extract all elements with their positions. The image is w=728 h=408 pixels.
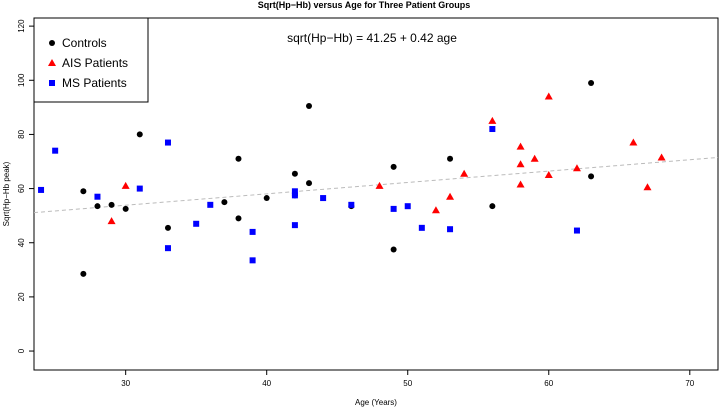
data-point <box>80 188 87 195</box>
series-ms-patients <box>38 126 580 264</box>
data-point <box>94 193 101 200</box>
data-point <box>375 181 384 189</box>
data-point <box>306 180 313 187</box>
data-point <box>52 147 59 154</box>
data-point <box>418 224 425 231</box>
x-tick-label: 70 <box>685 379 694 388</box>
data-point <box>249 257 256 264</box>
y-tick-label: 120 <box>17 19 26 33</box>
axes-layer: 30 40 50 60 70 0 20 40 60 80 100 120 <box>17 19 695 388</box>
data-point <box>544 171 553 179</box>
data-point <box>136 185 143 192</box>
legend-items: Controls AIS Patients MS Patients <box>48 36 128 90</box>
data-point <box>38 186 45 193</box>
legend-label: MS Patients <box>62 76 127 90</box>
legend-marker <box>49 40 55 46</box>
data-point <box>136 131 143 138</box>
data-point <box>390 205 397 212</box>
data-point <box>489 203 496 210</box>
x-tick-label: 50 <box>403 379 412 388</box>
y-tick-label: 0 <box>17 348 26 353</box>
trend-line <box>33 156 719 214</box>
data-point <box>291 222 298 229</box>
data-point <box>516 160 525 168</box>
y-tick-label: 80 <box>17 129 26 138</box>
legend: Controls AIS Patients MS Patients <box>33 17 149 103</box>
data-point <box>107 217 116 225</box>
x-tick-label: 60 <box>544 379 553 388</box>
data-point <box>447 155 454 162</box>
x-tick-label: 30 <box>121 379 130 388</box>
data-point <box>530 154 539 162</box>
chart-title: Sqrt(Hp−Hb) versus Age for Three Patient… <box>258 0 470 10</box>
data-point <box>390 246 397 253</box>
data-point <box>643 183 652 191</box>
data-point <box>263 195 270 202</box>
data-point <box>516 180 525 188</box>
legend-item: MS Patients <box>49 76 127 90</box>
data-point <box>94 203 101 210</box>
data-point <box>573 227 580 234</box>
legend-label: Controls <box>62 36 107 50</box>
data-point <box>291 170 298 177</box>
data-point <box>629 138 638 146</box>
y-tick-label: 40 <box>17 238 26 247</box>
series-ais-patients <box>107 92 666 225</box>
data-point <box>291 192 298 199</box>
data-point <box>121 181 130 189</box>
data-point <box>588 173 595 180</box>
points-layer <box>38 79 666 277</box>
data-point <box>488 116 497 124</box>
data-point <box>249 228 256 235</box>
legend-item: AIS Patients <box>48 56 128 70</box>
legend-marker <box>49 80 55 86</box>
data-point <box>460 169 469 177</box>
data-point <box>657 153 666 161</box>
data-point <box>390 163 397 170</box>
legend-box <box>33 17 149 103</box>
data-point <box>235 215 242 222</box>
data-point <box>306 103 313 109</box>
data-point <box>446 192 455 200</box>
data-point <box>320 195 327 202</box>
data-point <box>164 139 171 146</box>
data-point <box>291 188 298 195</box>
y-tick-label: 60 <box>17 184 26 193</box>
y-tick-label: 100 <box>17 73 26 87</box>
data-point <box>588 79 595 86</box>
data-point <box>404 203 411 210</box>
x-tick-label: 40 <box>262 379 271 388</box>
legend-marker <box>48 59 56 66</box>
y-axis-label: Sqrt(Hp−Hb peak) <box>2 161 11 226</box>
data-point <box>193 220 200 227</box>
data-point <box>348 201 355 208</box>
data-point <box>544 92 553 100</box>
data-point <box>572 164 581 172</box>
data-point <box>431 206 440 214</box>
data-point <box>207 201 214 208</box>
data-point <box>122 205 129 212</box>
legend-item: Controls <box>49 36 107 50</box>
data-point <box>80 270 87 277</box>
data-point <box>108 201 115 208</box>
x-axis-label: Age (Years) <box>355 398 397 407</box>
data-point <box>164 245 171 252</box>
trend-line-layer <box>33 156 719 214</box>
data-point <box>516 142 525 150</box>
data-point <box>164 224 171 231</box>
series-controls <box>80 79 595 277</box>
data-point <box>447 226 454 233</box>
data-point <box>235 155 242 162</box>
legend-label: AIS Patients <box>62 56 128 70</box>
data-point <box>221 199 228 206</box>
regression-annotation: sqrt(Hp−Hb) = 41.25 + 0.42 age <box>287 31 457 45</box>
y-tick-label: 20 <box>17 292 26 301</box>
plot-area-frame <box>33 17 719 371</box>
data-point <box>489 126 496 133</box>
